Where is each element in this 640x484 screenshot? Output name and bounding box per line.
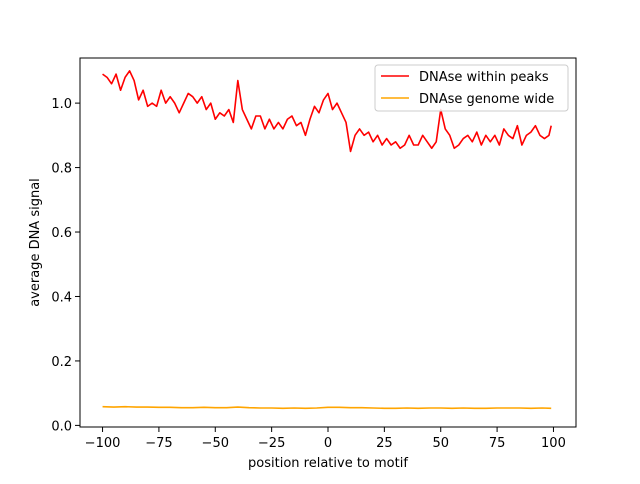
- y-tick-label: 0.8: [51, 162, 72, 177]
- y-axis-ticks: 0.0 0.2 0.4 0.6 0.8 1.0: [51, 97, 80, 434]
- x-tick-label: 50: [432, 436, 449, 451]
- x-tick-label: −50: [202, 436, 229, 451]
- legend-box: [374, 64, 569, 112]
- series-line-1: [102, 70, 552, 153]
- legend-label-2: DNAse genome wide: [419, 92, 554, 107]
- x-axis-label: position relative to motif: [248, 456, 408, 471]
- plot-area-frame: [79, 57, 577, 428]
- x-tick-label: 75: [489, 436, 506, 451]
- x-tick-label: 100: [541, 436, 566, 451]
- x-axis-ticks: −100 −75 −50 −25 0 25 50 75 100: [85, 427, 566, 451]
- y-tick-label: 0.0: [51, 419, 72, 434]
- legend-label-1: DNAse within peaks: [419, 70, 549, 85]
- series-layer: [102, 70, 552, 410]
- x-tick-label: 25: [376, 436, 393, 451]
- y-tick-label: 0.4: [51, 290, 72, 305]
- y-tick-label: 1.0: [51, 97, 72, 112]
- x-tick-label: 0: [324, 436, 332, 451]
- x-tick-label: −75: [145, 436, 172, 451]
- y-tick-label: 0.6: [51, 226, 72, 241]
- y-axis-label: average DNA signal: [28, 178, 43, 307]
- y-tick-label: 0.2: [51, 355, 72, 370]
- x-tick-label: −25: [258, 436, 285, 451]
- legend: DNAse within peaks DNAse genome wide: [374, 64, 569, 112]
- series-line-2: [102, 405, 552, 410]
- x-tick-label: −100: [85, 436, 121, 451]
